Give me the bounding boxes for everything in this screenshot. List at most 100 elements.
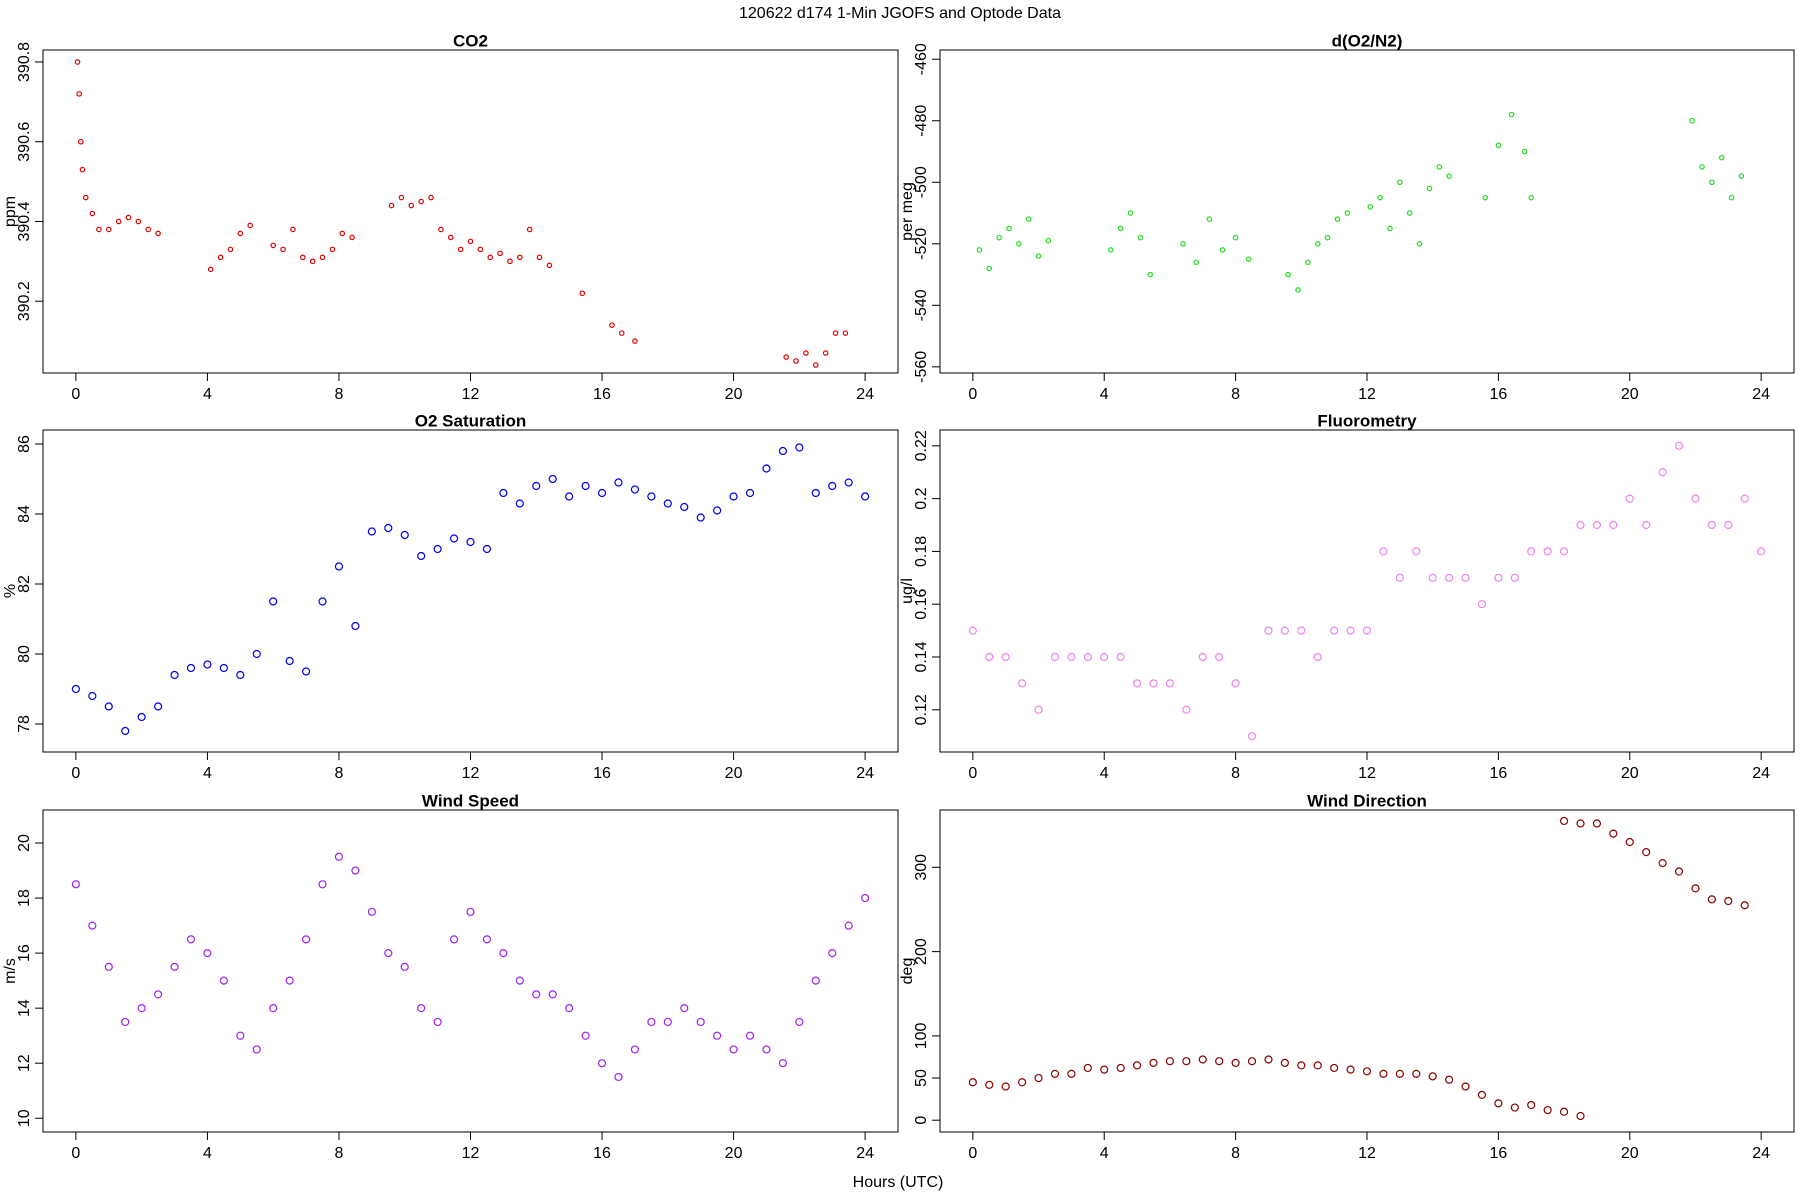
panel: O2 Saturation% 0 4 8 12 16 20 24 78 80 82 84 86 [2,411,899,782]
point [680,1004,689,1013]
x-tick-label: 0 [968,386,977,403]
y-tick-label: -560 [913,351,930,383]
point [1346,1065,1355,1074]
point [1510,1103,1519,1112]
point [696,513,705,522]
point [778,1059,788,1068]
point [105,226,112,233]
y-tick-label: 80 [16,645,33,663]
point [1412,1069,1421,1078]
x-tick-label: 16 [593,1145,611,1162]
panel: Fluorometry ug/l 0 4 8 12 16 20 24 0.12 0.14 0.16 0.… [899,411,1795,782]
point [546,262,553,269]
point [515,499,524,508]
point [986,265,993,272]
point [499,949,508,958]
point [828,481,837,491]
point [499,488,508,498]
panel-title: CO2 [453,31,488,50]
x-tick-label: 0 [71,765,80,782]
point [861,492,870,501]
point [290,226,296,233]
point [1280,1058,1289,1067]
point [351,866,360,875]
point [449,935,459,944]
x-tick-label: 8 [335,1145,344,1162]
point [793,358,799,364]
point [88,691,97,701]
point [1067,1069,1076,1078]
x-tick-label: 4 [203,386,212,403]
point [1738,173,1745,179]
x-tick-label: 24 [856,386,874,403]
point [299,254,306,261]
x-tick-label: 24 [1752,1145,1770,1162]
point [497,250,503,257]
point [71,684,80,694]
point [1116,1063,1125,1073]
y-tick-label: -500 [913,166,930,198]
point [400,962,409,971]
y-tick-label: 390.8 [16,42,33,82]
point [1377,194,1383,201]
point [507,258,513,265]
point [1147,271,1154,278]
x-tick-label: 12 [462,765,480,782]
point [1576,520,1585,530]
point [457,246,464,253]
point [1625,494,1634,503]
point [630,485,640,494]
point [581,481,590,491]
y-axis-label: ug/l [899,578,916,604]
point [1527,1100,1536,1110]
point [1245,256,1252,262]
point [88,921,97,930]
point [811,976,820,985]
x-tick-label: 12 [1358,386,1376,403]
point [219,976,228,985]
point [1543,547,1552,556]
point [1362,1067,1372,1076]
point [236,1031,245,1040]
point [351,621,360,631]
point [1006,225,1012,232]
point [203,949,212,958]
point [449,534,459,543]
point [597,1059,607,1068]
point [1609,829,1618,838]
point [1313,1061,1322,1070]
point [1527,547,1536,556]
y-tick-label: -460 [913,43,930,75]
point [236,670,245,680]
point [680,502,689,512]
point [71,880,80,889]
plot-frame [42,429,899,753]
x-tick-label: 16 [593,765,611,782]
point [828,949,837,958]
y-tick-label: 0.18 [913,536,930,567]
point [1718,154,1725,161]
point [1740,901,1749,910]
point [729,1045,738,1054]
point [1313,652,1322,662]
point [428,194,434,201]
x-tick-label: 4 [203,765,212,782]
point [438,226,444,233]
point [79,166,86,173]
point [565,492,574,501]
point [1674,867,1684,876]
point [1494,573,1503,582]
point [349,234,355,241]
point [367,907,376,916]
point [1034,705,1043,714]
point [663,1017,672,1027]
point [153,702,163,711]
point [778,446,788,456]
x-tick-label: 24 [1752,386,1770,403]
point [1180,241,1186,247]
point [1165,1057,1175,1066]
point [515,976,524,985]
point [1314,241,1321,247]
point [1521,148,1528,155]
point [1297,1061,1306,1070]
